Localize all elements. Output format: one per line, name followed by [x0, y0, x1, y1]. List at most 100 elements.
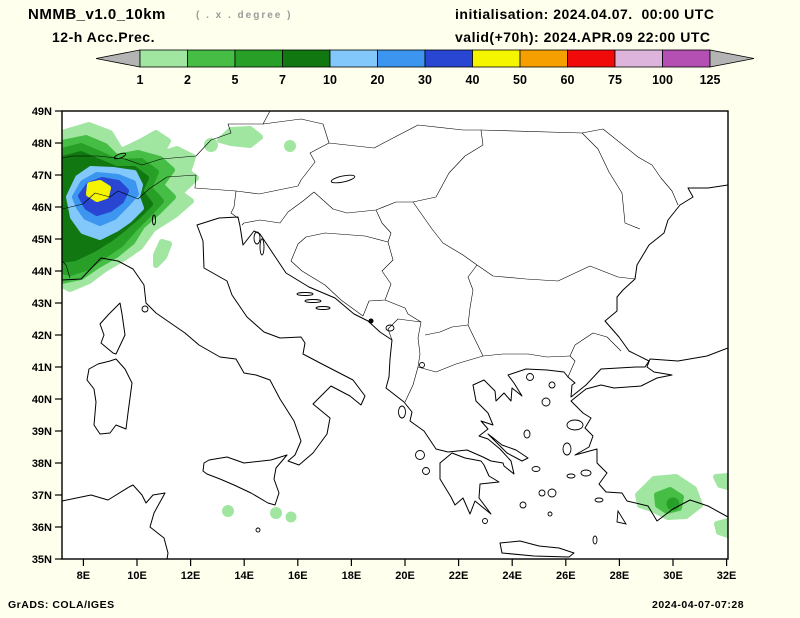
lon-tick-label: 14E [234, 570, 254, 582]
lat-tick-label: 45N [32, 234, 52, 246]
colorbar-level-label: 50 [513, 73, 527, 87]
coastline-europe [62, 184, 728, 475]
lon-tick-label: 28E [610, 570, 630, 582]
lon-tick-label: 10E [127, 570, 147, 582]
island [541, 397, 551, 407]
coastline-crete [499, 540, 575, 558]
colorbar-level-label: 40 [466, 73, 480, 87]
lat-tick-label: 36N [32, 522, 52, 534]
colorbar-level-label: 5 [232, 73, 239, 87]
island [255, 527, 261, 533]
island [594, 497, 604, 503]
lake [113, 152, 127, 160]
map-content [62, 111, 728, 559]
grads-credit: GrADS: COLA/IGES [8, 599, 115, 611]
colorbar-segment [519, 49, 568, 68]
island [616, 509, 627, 525]
precip-area [284, 140, 296, 152]
coastline-corsica [99, 302, 126, 355]
lake [419, 362, 425, 368]
lake [385, 324, 395, 332]
creation-timestamp: 2024-04-07-07:28 [652, 599, 745, 611]
colorbar-level-label: 75 [608, 73, 622, 87]
coastline-anatolia [570, 347, 728, 522]
island [315, 306, 331, 310]
coastlines [62, 184, 728, 559]
lat-tick-label: 49N [32, 106, 52, 118]
lon-axis: 8E 10E 12E 14E 16E 18E 20E 22E 24E 26E 28E 30E 32E [77, 559, 736, 582]
island [562, 442, 572, 456]
colorbar-segment [614, 49, 663, 68]
colorbar-level-label: 60 [561, 73, 575, 87]
colorbar-left-arrow [95, 49, 141, 68]
island [566, 473, 576, 479]
product-title: 12-h Acc.Prec. [52, 29, 155, 45]
lat-tick-label: 40N [32, 394, 52, 406]
colorbar-segment [329, 49, 378, 68]
lat-tick-label: 42N [32, 330, 52, 342]
colorbar-level-label: 125 [700, 73, 721, 87]
island [259, 238, 265, 256]
lon-tick-label: 24E [502, 570, 522, 582]
lat-tick-label: 39N [32, 426, 52, 438]
lake [330, 174, 356, 184]
lon-tick-label: 12E [181, 570, 201, 582]
colorbar-segment [187, 49, 236, 68]
resolution-note: ( . x . degree ) [196, 10, 293, 21]
colorbar-segment [472, 49, 521, 68]
colorbar-level-label: 2 [184, 73, 191, 87]
lat-tick-label: 44N [32, 266, 52, 278]
lon-tick-label: 8E [77, 570, 90, 582]
colorbar-right-arrow [709, 49, 755, 68]
coastline-euboea [487, 433, 529, 462]
colorbar-segment [234, 49, 283, 68]
island [538, 489, 546, 497]
lat-tick-label: 43N [32, 298, 52, 310]
lon-tick-label: 30E [663, 570, 683, 582]
coastline-sicily [202, 454, 288, 506]
island [523, 429, 531, 439]
island [304, 299, 322, 303]
island [531, 466, 541, 472]
lat-tick-label: 35N [32, 554, 52, 566]
precip-area [666, 497, 680, 511]
colorbar-segment [377, 49, 426, 68]
colorbar-level-label: 1 [137, 73, 144, 87]
lon-tick-label: 16E [288, 570, 308, 582]
colorbar-segment [567, 49, 616, 68]
precip-area [153, 239, 172, 268]
island [422, 467, 430, 475]
colorbar-segment [424, 49, 473, 68]
precip-area [714, 518, 728, 538]
lat-tick-label: 48N [32, 138, 52, 150]
islands [141, 231, 627, 545]
precip-area [217, 126, 263, 148]
lat-tick-label: 37N [32, 490, 52, 502]
coastline-sardinia [86, 358, 133, 435]
map-frame [61, 110, 729, 560]
lon-tick-label: 26E [556, 570, 576, 582]
colorbar-level-label: 10 [323, 73, 337, 87]
lat-tick-label: 38N [32, 458, 52, 470]
map-canvas: 49N 48N 47N 46N 45N 44N 43N 42N 41N 40N 39N 38N 37N 3… [32, 106, 737, 582]
island [566, 419, 584, 431]
precip-area [222, 505, 234, 517]
island [526, 373, 534, 381]
island [580, 469, 592, 477]
lakes [113, 152, 425, 368]
colorbar-segment [662, 49, 711, 68]
island [592, 535, 598, 545]
colorbar-segment [139, 49, 188, 68]
model-title: NMMB_v1.0_10km [28, 6, 166, 23]
lat-tick-label: 41N [32, 362, 52, 374]
colorbar-segments: 1 2 5 7 10 20 30 40 50 60 75 100 125 [95, 49, 755, 87]
colorbar-segment [282, 49, 331, 68]
precip-colorbar: 1 2 5 7 10 20 30 40 50 60 75 100 125 [95, 49, 755, 87]
country-borders [62, 111, 679, 403]
lat-tick-label: 46N [32, 202, 52, 214]
precip-area [204, 138, 218, 152]
lon-tick-label: 20E [395, 570, 415, 582]
colorbar-level-label: 100 [652, 73, 673, 87]
precip-area [270, 507, 282, 519]
